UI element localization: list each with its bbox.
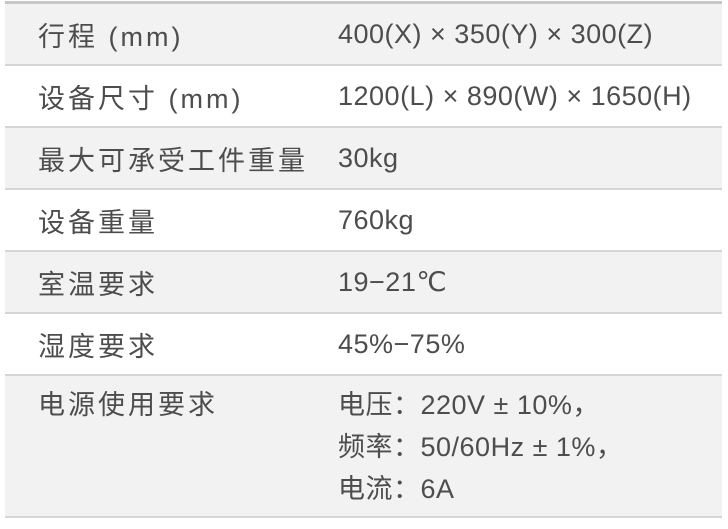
spec-row-machine-weight: 设备重量 760kg: [5, 190, 722, 252]
spec-table: 行程 (mm) 400(X) × 350(Y) × 300(Z) 设备尺寸 (m…: [5, 1, 722, 518]
spec-value: 30kg: [338, 142, 399, 173]
spec-value: 400(X) × 350(Y) × 300(Z): [338, 18, 654, 49]
spec-value: 19−21℃: [338, 266, 448, 297]
spec-value: 45%−75%: [338, 328, 466, 359]
spec-label: 湿度要求: [38, 331, 158, 362]
spec-label: 室温要求: [38, 269, 158, 300]
spec-row-humidity: 湿度要求 45%−75%: [5, 314, 722, 376]
spec-row-max-workpiece-weight: 最大可承受工件重量 30kg: [5, 128, 722, 190]
spec-row-room-temperature: 室温要求 19−21℃: [5, 252, 722, 314]
spec-value: 760kg: [338, 204, 415, 235]
spec-row-travel: 行程 (mm) 400(X) × 350(Y) × 300(Z): [5, 4, 722, 66]
spec-label: 设备重量: [38, 207, 158, 238]
power-current-line: 电流：6A: [338, 474, 455, 504]
spec-row-power-requirements: 电源使用要求 电压：220V ± 10%， 频率：50/60Hz ± 1%， 电…: [5, 376, 722, 518]
spec-row-machine-size: 设备尺寸 (mm) 1200(L) × 890(W) × 1650(H): [5, 66, 722, 128]
power-voltage-line: 电压：220V ± 10%，: [338, 390, 600, 420]
spec-value: 电压：220V ± 10%， 频率：50/60Hz ± 1%， 电流：6A: [338, 384, 722, 510]
power-frequency-line: 频率：50/60Hz ± 1%，: [338, 432, 624, 462]
spec-label: 最大可承受工件重量: [38, 145, 308, 176]
spec-label: 行程 (mm): [38, 21, 184, 52]
spec-label: 设备尺寸 (mm): [38, 83, 244, 114]
spec-label: 电源使用要求: [38, 390, 218, 420]
spec-value: 1200(L) × 890(W) × 1650(H): [338, 80, 692, 111]
